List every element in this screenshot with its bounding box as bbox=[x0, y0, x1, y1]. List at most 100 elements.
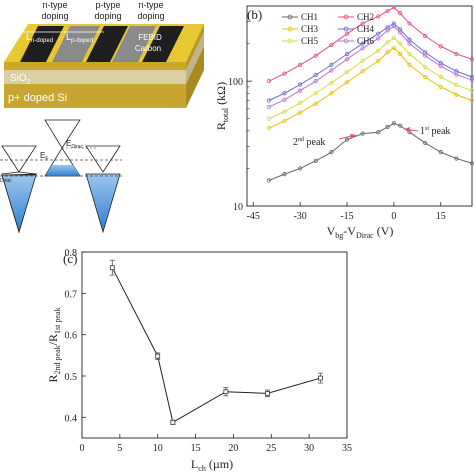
legend-marker bbox=[343, 38, 349, 44]
data-point-ch4 bbox=[282, 91, 287, 96]
data-point-ch1 bbox=[282, 172, 287, 177]
doping-label-1-line2: doping bbox=[41, 11, 68, 21]
sio2-label: SiO2 bbox=[10, 73, 31, 86]
data-point-ch2 bbox=[329, 42, 334, 48]
data-point-ch3 bbox=[344, 80, 350, 85]
data-point-ch1 bbox=[298, 166, 303, 171]
data-point-ch1 bbox=[360, 131, 365, 136]
panel-c-ytick-label: 0.5 bbox=[65, 372, 78, 383]
data-point-ch6 bbox=[298, 88, 303, 93]
panel-b-chart: (b) -45 -30 -15 0 15 10 100 Rtotal (kΩ) Vbg-VD… bbox=[214, 5, 474, 240]
device-schematic: n-type doping p-type doping n-type dopin… bbox=[4, 0, 204, 108]
sio2-layer bbox=[4, 70, 186, 84]
data-point bbox=[109, 265, 115, 271]
data-point-ch3 bbox=[423, 74, 428, 80]
data-point-ch5 bbox=[313, 91, 318, 96]
panel-b-xtick-label: -30 bbox=[293, 211, 306, 222]
panel-b-xtick-label: -45 bbox=[247, 211, 260, 222]
panel-c-xtick-label: 30 bbox=[304, 443, 314, 454]
si-right-side bbox=[186, 46, 204, 108]
data-point-ch4 bbox=[376, 31, 381, 36]
panel-c-ytick-label: 0.7 bbox=[65, 289, 78, 300]
data-point-ch3 bbox=[391, 45, 396, 50]
doping-label-2-line2: doping bbox=[94, 11, 121, 21]
data-point-ch2 bbox=[298, 62, 303, 67]
left-lower-cone bbox=[1, 174, 37, 234]
legend-label: CH2 bbox=[357, 12, 374, 22]
right-lower-cone bbox=[85, 173, 121, 234]
panel-b-ylabel: Rtotal (kΩ) bbox=[214, 82, 230, 130]
data-point-ch2 bbox=[438, 44, 443, 49]
data-point-ch1 bbox=[376, 130, 381, 135]
legend-label: CH5 bbox=[301, 36, 319, 46]
data-point-ch6 bbox=[385, 28, 390, 33]
data-point-ch1 bbox=[329, 150, 334, 155]
data-point-ch1 bbox=[344, 137, 350, 142]
data-point-ch3 bbox=[376, 58, 381, 64]
channel-stripe-2 bbox=[112, 26, 156, 62]
data-point-ch4 bbox=[313, 72, 318, 78]
data-point-ch1 bbox=[391, 121, 396, 126]
left-upper-cone bbox=[1, 145, 37, 173]
substrate-label: p+ doped Si bbox=[8, 92, 67, 104]
series-line-ch3 bbox=[268, 47, 473, 129]
electrode-stripe-3 bbox=[142, 26, 184, 62]
sio2-right-side bbox=[186, 32, 204, 84]
data-point-ch3 bbox=[407, 62, 412, 67]
panel-c-xtick-label: 0 bbox=[80, 443, 85, 454]
panel-b-xtick-label: 0 bbox=[391, 211, 396, 222]
data-point-ch4 bbox=[391, 21, 396, 26]
data-point-ch2 bbox=[376, 14, 381, 19]
panel-b-frame bbox=[246, 5, 473, 207]
data-point-ch5 bbox=[376, 48, 381, 53]
doping-label-2-line1: p-type bbox=[95, 0, 120, 10]
data-point-ch6 bbox=[398, 30, 403, 35]
panel-b-xtick-label: 15 bbox=[436, 211, 446, 222]
data-point-ch2 bbox=[344, 31, 350, 36]
panel-c-xtick-label: 10 bbox=[153, 443, 163, 454]
data-point-ch2 bbox=[282, 71, 287, 76]
data-point-ch5 bbox=[438, 74, 443, 80]
panel-b-ytick-label: 10 bbox=[233, 202, 243, 213]
legend-label: CH1 bbox=[301, 12, 318, 22]
panel-c-ytick-label: 0.4 bbox=[65, 413, 78, 424]
data-point-ch4 bbox=[360, 41, 365, 46]
data-point-ch6 bbox=[438, 64, 443, 69]
data-point-ch5 bbox=[266, 116, 271, 121]
panel-b-ytick-label: 100 bbox=[228, 77, 243, 88]
data-point bbox=[265, 390, 270, 396]
panel-b-letter: (b) bbox=[247, 7, 262, 22]
panel-c-ytick-label: 0.6 bbox=[65, 331, 78, 342]
doping-label-3-line1: n-type bbox=[138, 0, 163, 10]
panel-c-xtick-label: 35 bbox=[342, 443, 352, 454]
ratio-line bbox=[111, 267, 321, 424]
data-point-ch1 bbox=[398, 123, 403, 128]
panel-c-chart: (c) 0 5 10 15 20 25 30 35 0.4 0.5 0.6 0.7 0.8 R2nd p… bbox=[46, 248, 352, 473]
dirac-left-label: Dirac bbox=[0, 178, 12, 184]
middle-cone-fill bbox=[45, 165, 80, 176]
data-point-ch2 bbox=[313, 53, 318, 58]
legend-label: CH4 bbox=[357, 24, 375, 34]
data-point-ch4 bbox=[266, 98, 271, 103]
data-point-ch1 bbox=[423, 140, 428, 146]
data-point-ch5 bbox=[454, 82, 459, 88]
data-point-ch3 bbox=[266, 126, 271, 131]
electrode-stripe-1 bbox=[20, 26, 64, 62]
right-upper-cone bbox=[85, 145, 121, 173]
series-line-ch5 bbox=[268, 37, 473, 120]
doping-label-3-line2: doping bbox=[137, 11, 164, 21]
data-point-ch3 bbox=[454, 92, 459, 97]
data-point-ch2 bbox=[407, 21, 412, 26]
data-point-ch1 bbox=[407, 130, 412, 135]
data-point-ch5 bbox=[398, 41, 403, 46]
data-point-ch6 bbox=[344, 57, 350, 62]
data-point-ch1 bbox=[266, 178, 271, 183]
series-line-ch6 bbox=[268, 25, 473, 108]
first-peak-label: 1st peak bbox=[420, 126, 450, 137]
data-point-ch3 bbox=[385, 50, 390, 55]
data-point-ch6 bbox=[360, 46, 365, 51]
data-point-ch2 bbox=[385, 8, 390, 14]
data-point-ch2 bbox=[360, 21, 365, 26]
l-p-doped-label: Lp-doped bbox=[66, 32, 93, 44]
data-point-ch4 bbox=[344, 51, 350, 57]
